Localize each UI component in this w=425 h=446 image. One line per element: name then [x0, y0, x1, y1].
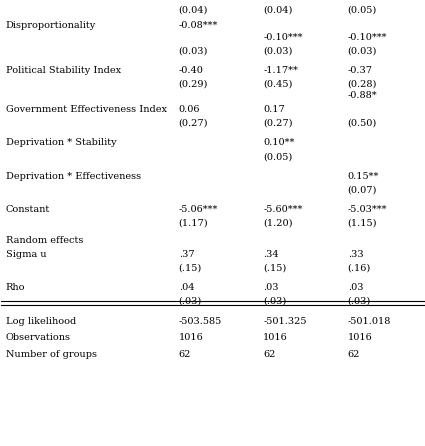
Text: Disproportionality: Disproportionality: [6, 21, 96, 30]
Text: 1016: 1016: [179, 333, 204, 342]
Text: 0.15**: 0.15**: [348, 172, 379, 181]
Text: .34: .34: [263, 250, 279, 259]
Text: (.16): (.16): [348, 263, 371, 272]
Text: (0.04): (0.04): [179, 6, 208, 15]
Text: Deprivation * Stability: Deprivation * Stability: [6, 138, 116, 148]
Text: (0.27): (0.27): [179, 119, 208, 128]
Text: -503.585: -503.585: [179, 317, 222, 326]
Text: (1.15): (1.15): [348, 219, 377, 227]
Text: -0.37: -0.37: [348, 66, 373, 75]
Text: Sigma u: Sigma u: [6, 250, 46, 259]
Text: 0.10**: 0.10**: [263, 138, 295, 148]
Text: -5.06***: -5.06***: [179, 205, 218, 214]
Text: .33: .33: [348, 250, 363, 259]
Text: -1.17**: -1.17**: [263, 66, 298, 75]
Text: .04: .04: [179, 283, 194, 292]
Text: (1.17): (1.17): [179, 219, 208, 227]
Text: Number of groups: Number of groups: [6, 350, 96, 359]
Text: (0.28): (0.28): [348, 80, 377, 89]
Text: (.03): (.03): [348, 297, 371, 306]
Text: 0.06: 0.06: [179, 105, 200, 114]
Text: (.03): (.03): [179, 297, 202, 306]
Text: 0.17: 0.17: [263, 105, 285, 114]
Text: (0.50): (0.50): [348, 119, 377, 128]
Text: Random effects: Random effects: [6, 236, 83, 245]
Text: (0.03): (0.03): [179, 47, 208, 56]
Text: 62: 62: [348, 350, 360, 359]
Text: -0.10***: -0.10***: [263, 33, 303, 42]
Text: -0.08***: -0.08***: [179, 21, 218, 30]
Text: (.03): (.03): [263, 297, 286, 306]
Text: Constant: Constant: [6, 205, 50, 214]
Text: -0.40: -0.40: [179, 66, 204, 75]
Text: 62: 62: [179, 350, 191, 359]
Text: 1016: 1016: [263, 333, 288, 342]
Text: .03: .03: [263, 283, 279, 292]
Text: .03: .03: [348, 283, 363, 292]
Text: (0.07): (0.07): [348, 185, 377, 194]
Text: (0.03): (0.03): [263, 47, 292, 56]
Text: Deprivation * Effectiveness: Deprivation * Effectiveness: [6, 172, 141, 181]
Text: (1.20): (1.20): [263, 219, 293, 227]
Text: -501.325: -501.325: [263, 317, 307, 326]
Text: -5.03***: -5.03***: [348, 205, 387, 214]
Text: .37: .37: [179, 250, 194, 259]
Text: (0.29): (0.29): [179, 80, 208, 89]
Text: (0.03): (0.03): [348, 47, 377, 56]
Text: (0.27): (0.27): [263, 119, 293, 128]
Text: 1016: 1016: [348, 333, 372, 342]
Text: -0.88*: -0.88*: [348, 91, 377, 99]
Text: -0.10***: -0.10***: [348, 33, 387, 42]
Text: Log likelihood: Log likelihood: [6, 317, 76, 326]
Text: (0.05): (0.05): [263, 152, 292, 161]
Text: (0.04): (0.04): [263, 6, 292, 15]
Text: (.15): (.15): [263, 263, 286, 272]
Text: (0.05): (0.05): [348, 6, 377, 15]
Text: (.15): (.15): [179, 263, 202, 272]
Text: Observations: Observations: [6, 333, 71, 342]
Text: -501.018: -501.018: [348, 317, 391, 326]
Text: Political Stability Index: Political Stability Index: [6, 66, 121, 75]
Text: (0.45): (0.45): [263, 80, 292, 89]
Text: Government Effectiveness Index: Government Effectiveness Index: [6, 105, 167, 114]
Text: 62: 62: [263, 350, 275, 359]
Text: Rho: Rho: [6, 283, 25, 292]
Text: -5.60***: -5.60***: [263, 205, 303, 214]
